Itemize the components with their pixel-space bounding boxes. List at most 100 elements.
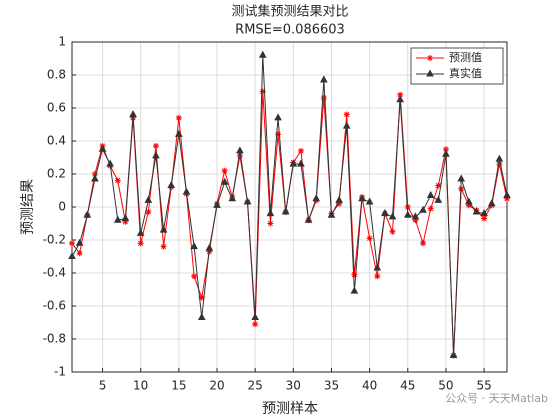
marker xyxy=(228,194,237,202)
marker xyxy=(480,209,488,217)
marker xyxy=(312,194,321,202)
y-tick-label: -0.4 xyxy=(43,266,66,280)
marker xyxy=(481,215,488,222)
marker xyxy=(297,147,304,154)
marker xyxy=(442,146,449,153)
marker xyxy=(175,114,182,121)
marker xyxy=(236,146,244,154)
y-tick-label: 1 xyxy=(58,35,66,49)
marker xyxy=(464,197,473,205)
marker xyxy=(366,235,373,242)
marker xyxy=(374,273,381,280)
marker xyxy=(495,154,504,162)
marker xyxy=(420,240,427,247)
x-tick-label: 10 xyxy=(133,379,148,393)
marker xyxy=(281,207,290,215)
marker xyxy=(503,190,511,198)
marker xyxy=(68,251,76,259)
marker xyxy=(137,240,144,247)
marker xyxy=(465,202,472,209)
marker xyxy=(449,350,458,358)
x-tick-label: 40 xyxy=(362,379,377,393)
series-line xyxy=(71,91,508,356)
marker xyxy=(274,113,282,121)
x-axis-label: 预测样本 xyxy=(262,401,318,417)
marker xyxy=(91,174,99,182)
marker xyxy=(259,88,266,95)
marker xyxy=(304,215,313,223)
marker xyxy=(350,286,359,294)
marker xyxy=(136,228,145,236)
marker xyxy=(174,129,183,137)
marker xyxy=(404,204,411,210)
y-tick-label: 0.6 xyxy=(47,101,66,115)
y-tick-label: 0.2 xyxy=(47,167,66,181)
marker xyxy=(319,75,328,83)
marker xyxy=(236,152,243,159)
marker xyxy=(342,121,351,129)
marker xyxy=(129,110,137,118)
legend-marker xyxy=(426,69,434,77)
legend-marker xyxy=(427,55,433,61)
marker xyxy=(145,208,152,215)
x-tick-label: 30 xyxy=(286,379,301,393)
marker xyxy=(496,161,503,168)
y-tick-label: -0.6 xyxy=(43,299,66,313)
marker xyxy=(144,195,153,203)
marker xyxy=(98,144,107,152)
marker xyxy=(266,209,275,217)
marker xyxy=(343,111,350,118)
marker xyxy=(275,131,282,138)
marker xyxy=(335,195,343,203)
y-tick-label: -1 xyxy=(54,365,66,379)
marker xyxy=(388,212,397,220)
marker xyxy=(373,263,382,271)
marker xyxy=(69,240,75,247)
marker xyxy=(396,95,405,103)
marker xyxy=(457,174,466,182)
marker xyxy=(397,91,404,98)
marker xyxy=(351,271,358,278)
marker xyxy=(412,217,419,224)
marker xyxy=(358,194,366,202)
marker xyxy=(182,187,191,195)
marker xyxy=(267,220,274,227)
marker xyxy=(198,294,205,301)
x-tick-label: 20 xyxy=(209,379,224,393)
marker xyxy=(403,210,412,218)
marker xyxy=(122,218,129,225)
marker xyxy=(487,199,496,207)
marker xyxy=(365,197,374,205)
chart-title: 测试集预测结果对比 xyxy=(231,4,348,20)
marker xyxy=(243,197,252,205)
x-tick-label: 50 xyxy=(438,379,453,393)
legend-label: 预测值 xyxy=(449,51,482,64)
plot-frame xyxy=(71,41,508,373)
marker xyxy=(472,207,481,215)
marker xyxy=(121,214,130,222)
y-tick-label: 0 xyxy=(58,200,66,214)
x-tick-label: 55 xyxy=(476,379,491,393)
marker xyxy=(327,210,336,218)
marker xyxy=(504,195,510,202)
legend-label: 真实值 xyxy=(449,66,482,80)
marker xyxy=(220,177,229,185)
marker xyxy=(221,167,228,174)
marker xyxy=(419,205,427,213)
y-axis-label: 预测结果 xyxy=(20,179,36,235)
marker xyxy=(160,243,167,250)
legend-box xyxy=(410,47,504,85)
marker xyxy=(167,181,176,189)
marker xyxy=(159,225,168,233)
marker xyxy=(411,212,420,220)
marker xyxy=(434,195,443,203)
marker xyxy=(297,159,305,167)
x-tick-label: 25 xyxy=(248,379,263,393)
marker xyxy=(320,95,327,102)
marker xyxy=(113,215,122,223)
marker xyxy=(152,142,159,149)
marker xyxy=(152,151,160,159)
marker xyxy=(191,273,198,280)
y-tick-label: -0.8 xyxy=(43,332,66,346)
